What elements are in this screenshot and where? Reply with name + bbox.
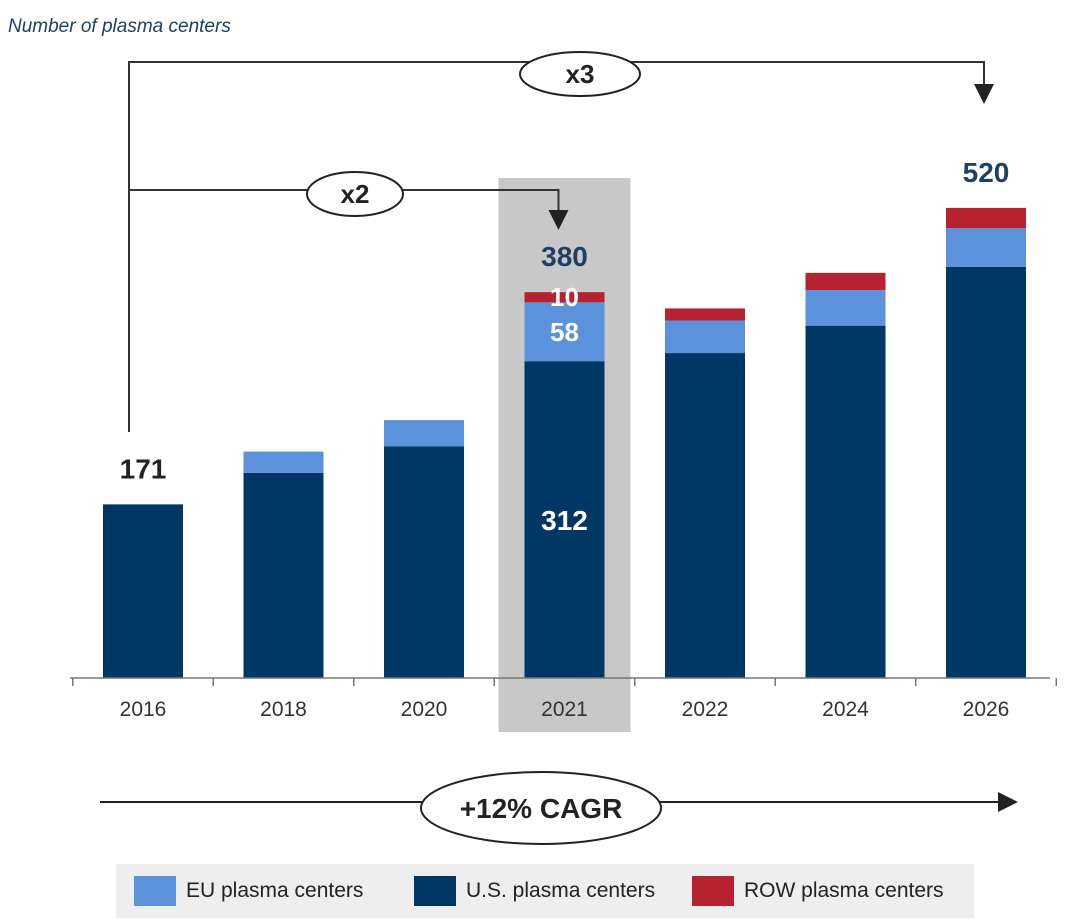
- x2-badge-label: x2: [341, 179, 370, 209]
- x-tick-label-2026: 2026: [963, 698, 1010, 721]
- x-tick-label-2016: 2016: [120, 698, 167, 721]
- x2-bracket: [129, 189, 569, 230]
- x-tick-label-2022: 2022: [682, 698, 729, 721]
- legend-swatch-row: [692, 876, 734, 906]
- segment-label-2021-eu: 58: [550, 317, 579, 347]
- x-tick-label-2021: 2021: [541, 698, 588, 721]
- bar-segment-2021-eu: [524, 302, 605, 362]
- bar-segment-2021-us: [524, 361, 605, 678]
- legend-swatch-eu: [134, 876, 176, 906]
- x2-badge: [306, 171, 404, 217]
- bar-segment-2021-row: [524, 292, 605, 303]
- bar-segment-2016-us: [103, 504, 183, 678]
- x-tick-label-2020: 2020: [401, 698, 448, 721]
- bar-segment-2024-us: [805, 325, 886, 678]
- legend-item-us: U.S. plasma centers: [414, 876, 655, 906]
- bar-segment-2018-us: [243, 472, 324, 678]
- legend-item-eu: EU plasma centers: [134, 876, 363, 906]
- legend-label-eu: EU plasma centers: [186, 879, 364, 902]
- legend-item-row: ROW plasma centers: [692, 876, 944, 906]
- bar-segment-2026-us: [946, 266, 1026, 678]
- x3-badge-label: x3: [566, 59, 595, 89]
- total-label-2021: 380: [541, 241, 588, 272]
- cagr-badge: [420, 771, 662, 845]
- bar-segment-2026-eu: [946, 228, 1026, 267]
- chart-subtitle: Number of plasma centers: [8, 16, 231, 37]
- segment-label-2021-row: 10: [550, 282, 579, 312]
- bar-segment-2022-us: [665, 353, 745, 678]
- stacked-bar-chart: 2016 2018 2020 2021 2022 2024 2026 171 380 520 31…: [70, 51, 1057, 845]
- bar-segment-2018-eu: [243, 451, 324, 473]
- bar-segment-2022-eu: [665, 320, 745, 354]
- bar-segment-2024-row: [805, 272, 886, 291]
- legend-swatch-us: [414, 876, 456, 906]
- total-label-2026: 520: [963, 157, 1010, 188]
- legend-label-us: U.S. plasma centers: [466, 879, 656, 902]
- cagr-label: +12% CAGR: [460, 793, 623, 824]
- segment-label-2021-us: 312: [541, 505, 588, 536]
- chart-legend: EU plasma centers U.S. plasma centers RO…: [116, 864, 974, 918]
- total-label-2016: 171: [120, 453, 167, 484]
- bar-segment-2022-row: [665, 308, 745, 321]
- x-tick-label-2018: 2018: [260, 698, 307, 721]
- bar-segment-2024-eu: [805, 290, 886, 326]
- x-tick-label-2024: 2024: [822, 698, 869, 721]
- legend-label-row: ROW plasma centers: [744, 879, 944, 902]
- bar-segment-2020-us: [384, 446, 464, 678]
- bar-segment-2026-row: [946, 207, 1026, 229]
- x3-badge: [519, 51, 641, 97]
- bar-segment-2020-eu: [384, 420, 464, 447]
